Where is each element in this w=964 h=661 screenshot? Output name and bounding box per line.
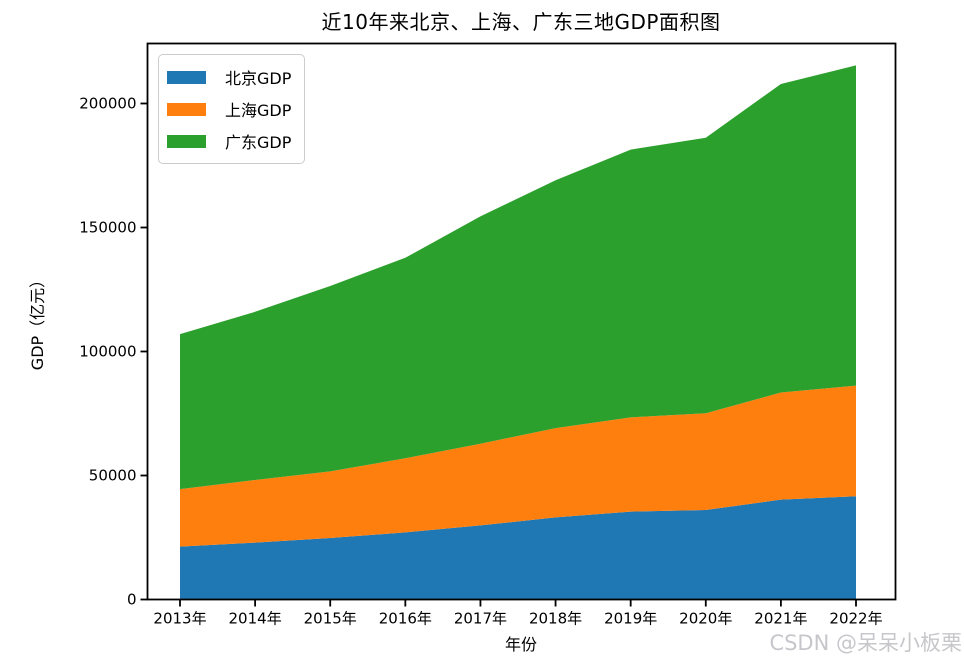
- x-tick-label: 2017年: [454, 610, 507, 628]
- legend-label-beijing: 北京GDP: [225, 69, 292, 88]
- y-tick-label: 200000: [79, 95, 136, 113]
- watermark: CSDN @呆呆小板栗: [769, 631, 962, 655]
- legend-item-shanghai: 上海GDP: [159, 93, 304, 125]
- x-tick-label: 2019年: [604, 610, 657, 628]
- y-tick-label: 50000: [89, 467, 137, 485]
- y-tick-label: 100000: [79, 343, 136, 361]
- x-tick-label: 2015年: [304, 610, 357, 628]
- x-tick-label: 2014年: [229, 610, 282, 628]
- legend-item-guangdong: 广东GDP: [159, 125, 304, 157]
- legend-item-beijing: 北京GDP: [159, 61, 304, 93]
- legend-label-guangdong: 广东GDP: [225, 133, 292, 152]
- x-tick-label: 2022年: [829, 610, 882, 628]
- legend-color-swatch-guangdong: [167, 134, 206, 148]
- x-tick-label: 2021年: [754, 610, 807, 628]
- x-tick-label: 2018年: [529, 610, 582, 628]
- legend: 北京GDP 上海GDP 广东GDP: [158, 54, 305, 164]
- y-tick-label: 0: [127, 591, 137, 609]
- area-series-1: [180, 385, 856, 547]
- plot-border: [146, 42, 897, 601]
- area-series-2: [180, 65, 856, 490]
- chart-title: 近10年来北京、上海、广东三地GDP面积图: [321, 10, 721, 34]
- legend-label-shanghai: 上海GDP: [225, 101, 292, 120]
- legend-color-swatch-beijing: [167, 70, 206, 84]
- x-axis-label: 年份: [504, 635, 537, 654]
- x-tick-label: 2020年: [679, 610, 732, 628]
- y-tick-label: 150000: [79, 219, 136, 237]
- x-tick-label: 2013年: [153, 610, 206, 628]
- area-series-0: [180, 496, 856, 600]
- x-tick-label: 2016年: [379, 610, 432, 628]
- legend-color-swatch-shanghai: [167, 102, 206, 116]
